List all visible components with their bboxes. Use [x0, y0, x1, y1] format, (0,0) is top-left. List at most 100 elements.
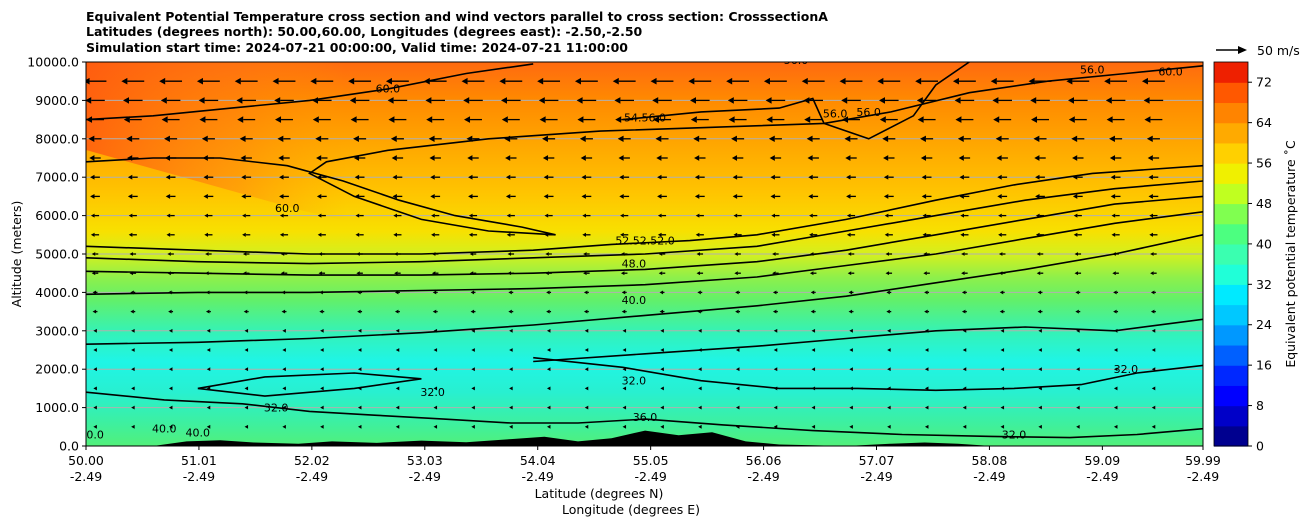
wind-arrow-head — [1076, 405, 1080, 410]
wind-arrow-head — [1073, 213, 1078, 218]
wind-arrow-head — [885, 252, 890, 256]
wind-arrow-head — [882, 135, 889, 143]
wind-arrow-head — [392, 174, 397, 180]
wind-arrow-head — [1151, 386, 1156, 391]
wind-arrow-head — [887, 328, 891, 333]
wind-arrow-head — [319, 309, 323, 314]
wind-arrow-head — [1036, 252, 1041, 256]
wind-arrow-head — [356, 271, 360, 276]
contour-label: 32.0 — [420, 386, 445, 399]
wind-arrow-head — [1038, 367, 1042, 372]
wind-arrow-head — [735, 424, 740, 429]
wind-arrow-head — [546, 405, 551, 410]
contour-label: 56.0 — [1080, 64, 1105, 77]
wind-arrow-head — [543, 193, 549, 199]
wind-arrow-head — [773, 386, 778, 391]
contour-line — [86, 65, 1203, 236]
wind-arrow-head — [1038, 424, 1042, 429]
wind-arrow-head — [733, 232, 738, 237]
quiver-key: 50 m/s — [1216, 43, 1300, 58]
wind-arrow-head — [131, 386, 135, 391]
contour-label: 32.0 — [1114, 363, 1139, 376]
wind-arrow-head — [244, 424, 249, 429]
wind-arrow-head — [657, 213, 662, 218]
wind-arrow-head — [499, 77, 506, 85]
x-axis-ticks: 50.00-2.4951.01-2.4952.02-2.4953.03-2.49… — [68, 446, 1221, 484]
wind-arrow-head — [433, 367, 438, 372]
wind-arrow-head — [239, 135, 246, 143]
wind-arrow-head — [841, 97, 848, 104]
wind-arrow-head — [698, 386, 702, 391]
x-tick-label-lat: 56.06 — [746, 453, 782, 468]
chart-title-line-1: Equivalent Potential Temperature cross s… — [86, 9, 828, 24]
x-tick-label-lon: -2.49 — [1187, 469, 1219, 484]
wind-arrow-head — [1076, 386, 1080, 391]
wind-arrow-head — [546, 328, 551, 333]
wind-arrow-head — [1075, 290, 1079, 295]
wind-arrow-head — [884, 213, 889, 218]
wind-arrow-head — [621, 290, 626, 295]
wind-arrow-head — [545, 271, 549, 276]
contour-label: 60.0 — [376, 83, 401, 96]
contour-label: 56.0 — [784, 54, 809, 67]
wind-arrow-head — [657, 174, 662, 180]
wind-arrow-head — [123, 116, 130, 123]
wind-arrow-head — [809, 271, 814, 276]
wind-arrow-head — [1030, 97, 1037, 104]
wind-arrow-head — [425, 97, 432, 104]
wind-arrow-head — [924, 328, 929, 333]
wind-arrow-head — [1109, 155, 1116, 161]
y-tick-label: 1000.0 — [35, 400, 79, 415]
x-tick-label-lat: 59.09 — [1084, 453, 1120, 468]
wind-arrow-head — [350, 116, 357, 123]
wind-arrow-head — [280, 271, 285, 276]
x-tick-label-lon: -2.49 — [70, 469, 102, 484]
colorbar-band — [1214, 163, 1248, 184]
wind-arrow-head — [431, 271, 436, 276]
y-tick-label: 2000.0 — [35, 362, 79, 377]
wind-arrow-head — [773, 424, 778, 429]
wind-arrow-head — [539, 116, 546, 123]
wind-arrow-head — [996, 155, 1002, 161]
wind-arrow-head — [1068, 116, 1075, 123]
wind-arrow-head — [543, 174, 549, 180]
wind-arrow-head — [355, 232, 360, 237]
x-tick-label-lon: -2.49 — [973, 469, 1005, 484]
wind-arrow-head — [275, 116, 282, 123]
wind-arrow-head — [768, 135, 775, 143]
wind-arrow-head — [1113, 309, 1117, 314]
wind-arrow-head — [1000, 386, 1005, 391]
wind-arrow-head — [658, 252, 663, 256]
wind-arrow-head — [353, 135, 359, 143]
wind-arrow-head — [773, 405, 778, 410]
wind-arrow-head — [355, 213, 360, 218]
y-axis-ticks: 0.0 1000.0 2000.0 3000.0 4000.0 5000.0 6000.0 7… — [27, 55, 86, 454]
wind-arrow-head — [1147, 155, 1153, 161]
wind-arrow-head — [430, 174, 435, 180]
colorbar-band — [1214, 62, 1248, 83]
wind-arrow-head — [545, 252, 549, 256]
wind-arrow-head — [735, 348, 740, 352]
wind-arrow-head — [471, 367, 475, 372]
colorbar-band — [1214, 365, 1248, 386]
wind-arrow-head — [281, 290, 286, 295]
wind-arrow-head — [160, 97, 167, 104]
wind-arrow-head — [206, 348, 211, 352]
contour-label: 54.56.0 — [624, 112, 666, 125]
wind-arrow-head — [164, 135, 170, 143]
wind-arrow-head — [622, 348, 627, 352]
wind-arrow-head — [1033, 135, 1040, 143]
wind-arrow-head — [168, 348, 173, 352]
wind-arrow-head — [657, 232, 662, 237]
wind-arrow-head — [1035, 232, 1040, 237]
wind-arrow-head — [243, 290, 248, 295]
colorbar-label: Equivalent potential temperature ˚C — [1283, 140, 1298, 368]
wind-arrow-head — [463, 97, 470, 104]
wind-arrow-head — [348, 77, 355, 85]
wind-arrow-head — [92, 309, 97, 314]
wind-arrow-head — [1105, 97, 1112, 104]
wind-arrow-head — [1038, 386, 1042, 391]
x-tick-label-lat: 53.03 — [407, 453, 443, 468]
wind-arrow-head — [1110, 193, 1116, 199]
wind-arrow-head — [660, 348, 664, 352]
